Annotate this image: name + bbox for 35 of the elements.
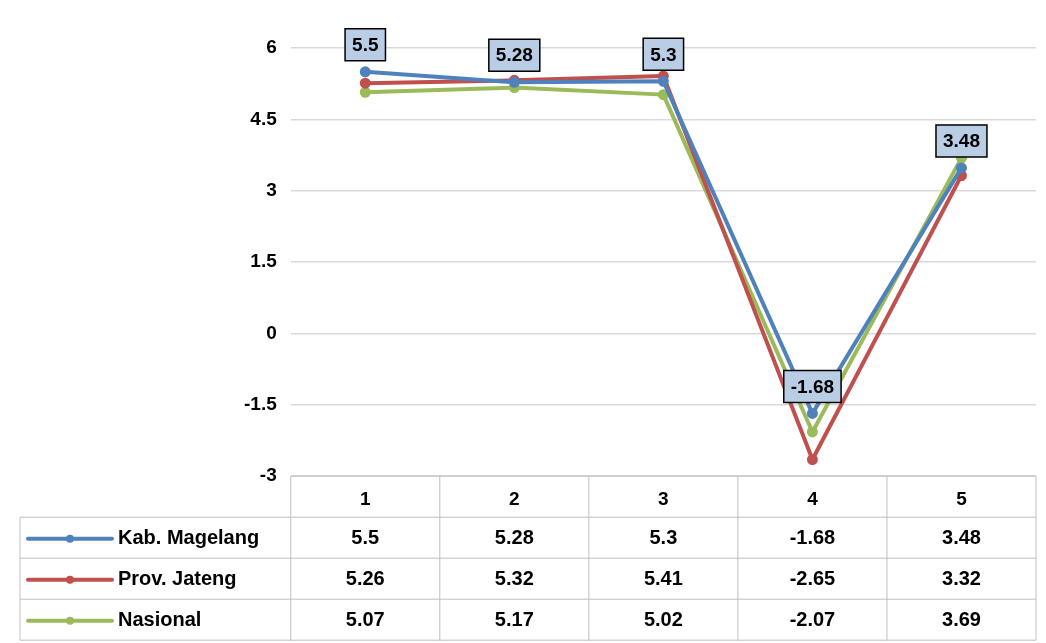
data-label: 5.3 xyxy=(649,526,678,549)
legend-label: Kab. Magelang xyxy=(118,526,260,549)
legend-label: Nasional xyxy=(118,608,202,631)
text: 5.5 xyxy=(352,34,379,56)
x-tick-label: 1 xyxy=(359,487,371,509)
y-tick-label: 1.5 xyxy=(250,250,278,272)
x-tick-label: 3 xyxy=(658,487,669,509)
x-tick-label: 5 xyxy=(956,487,968,509)
data-label: -2.65 xyxy=(789,567,836,590)
data-label: 3.48 xyxy=(942,526,981,549)
data-label: 3.32 xyxy=(942,567,981,590)
x-tick-label: 4 xyxy=(807,487,819,509)
y-tick-label: 0 xyxy=(266,321,277,343)
text: 5.3 xyxy=(650,43,677,65)
y-tick-label: 6 xyxy=(266,36,277,58)
data-label: -2.07 xyxy=(789,608,836,631)
data-label: -1.68 xyxy=(789,526,836,549)
y-tick-label: -3 xyxy=(259,464,277,486)
y-tick-label: 4.5 xyxy=(250,107,278,129)
data-label: 5.02 xyxy=(643,608,683,631)
text: 3.48 xyxy=(942,130,980,152)
y-tick-label: -1.5 xyxy=(243,393,278,415)
x-tick-label: 2 xyxy=(509,487,520,509)
text: 5.28 xyxy=(495,44,533,66)
data-label: 3.69 xyxy=(942,608,981,631)
data-label: 5.26 xyxy=(345,567,385,590)
data-label: 5.17 xyxy=(494,608,534,631)
data-label: 5.28 xyxy=(494,526,534,549)
data-label: 5.32 xyxy=(494,567,534,590)
data-label: 5.41 xyxy=(643,567,683,590)
data-label: 5.5 xyxy=(351,526,380,549)
legend-label: Prov. Jateng xyxy=(118,567,237,590)
text: -1.68 xyxy=(790,375,835,397)
y-tick-label: 3 xyxy=(266,178,277,200)
data-label: 5.07 xyxy=(345,608,385,631)
